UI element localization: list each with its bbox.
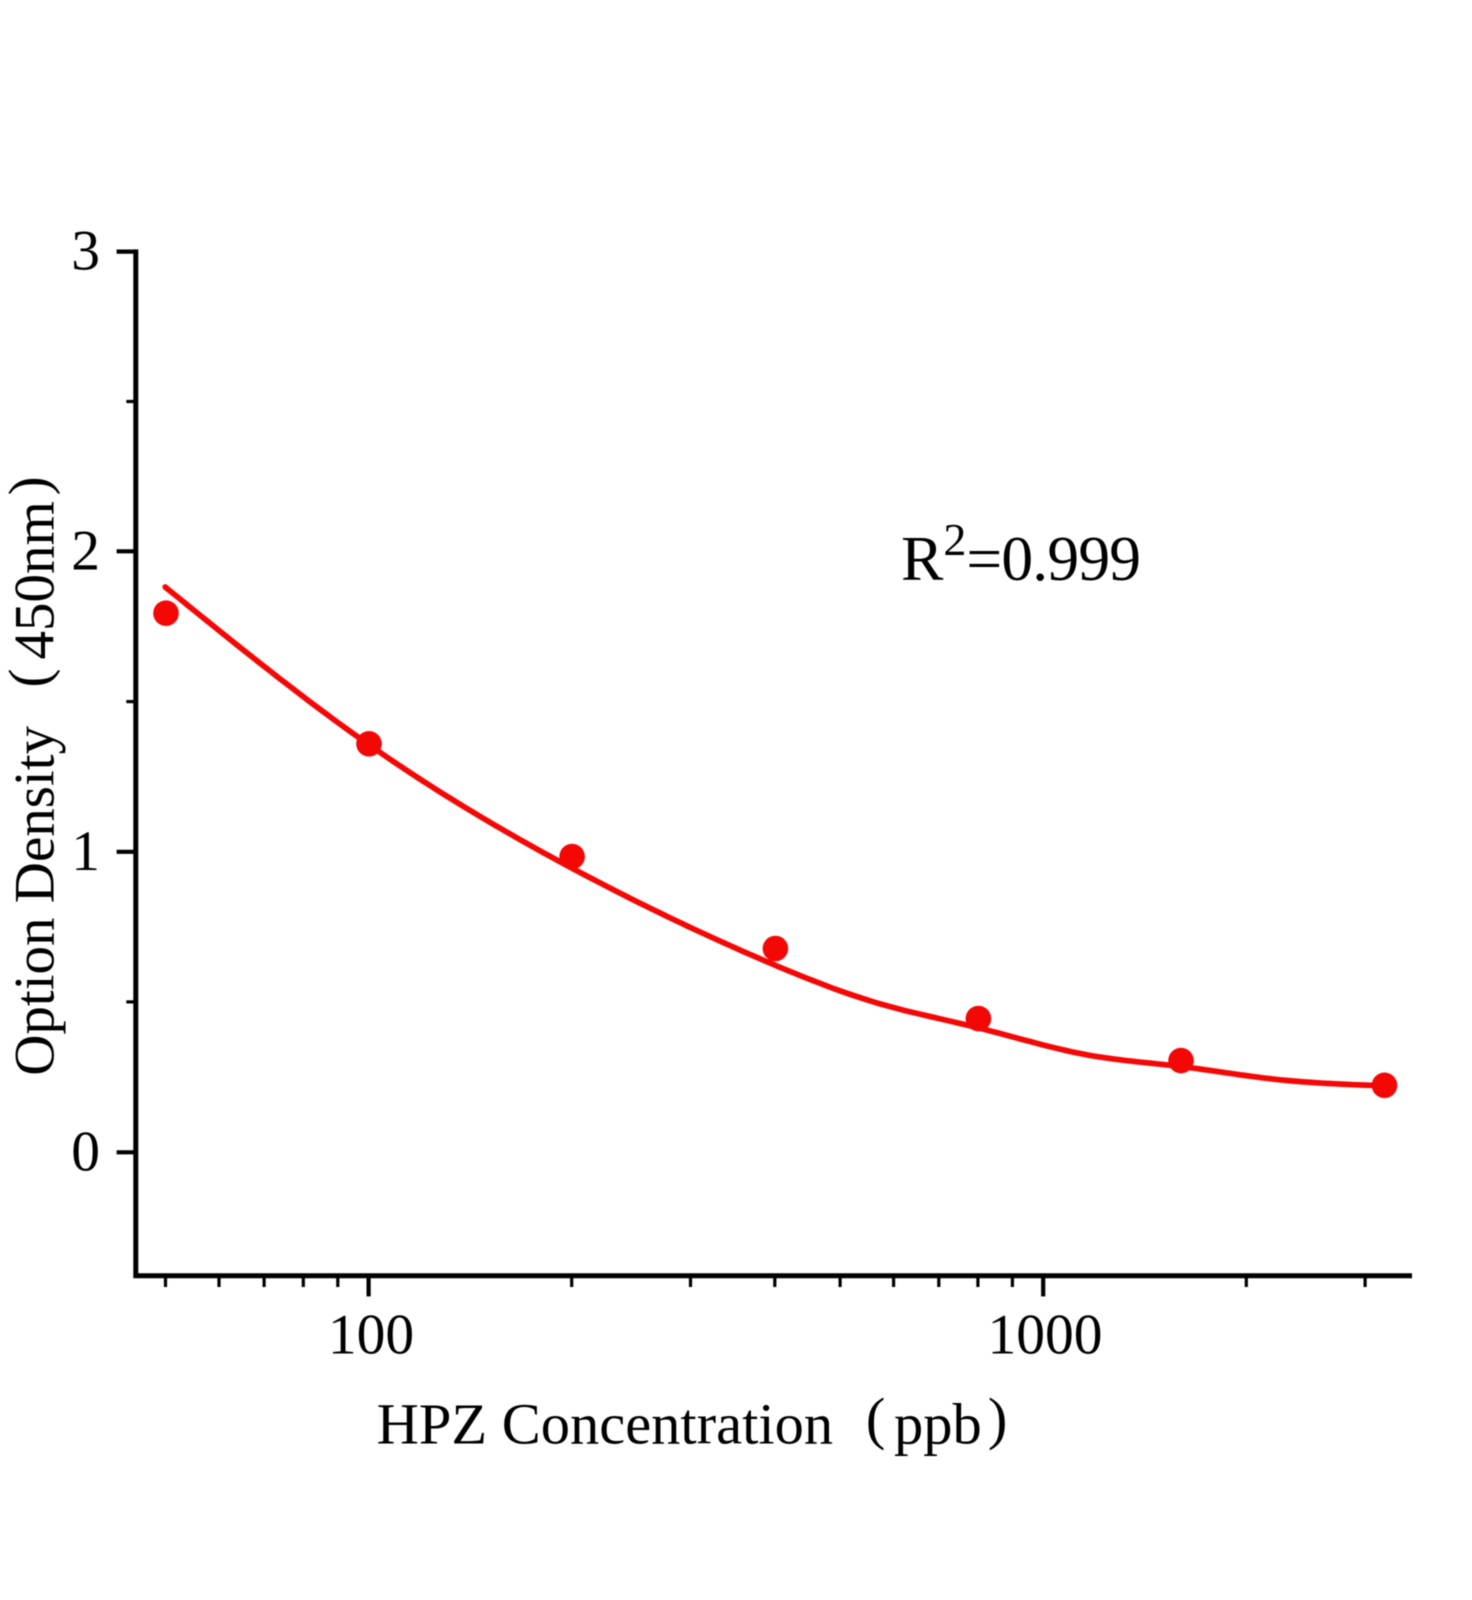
- svg-text:100: 100: [328, 1304, 414, 1367]
- svg-text:0: 0: [71, 1120, 100, 1183]
- svg-text:ppb: ppb: [894, 1392, 982, 1457]
- svg-text:1000: 1000: [988, 1304, 1103, 1367]
- svg-text:): ): [988, 1386, 1007, 1451]
- svg-text:2: 2: [71, 519, 100, 582]
- svg-text:HPZ Concentration: HPZ Concentration: [377, 1392, 834, 1457]
- svg-text:R2=0.999: R2=0.999: [901, 514, 1140, 594]
- svg-text:(: (: [866, 1386, 885, 1451]
- svg-text:1: 1: [71, 820, 100, 883]
- svg-text:): ): [0, 476, 61, 495]
- svg-text:(: (: [0, 669, 61, 688]
- svg-text:450nm: 450nm: [4, 501, 67, 659]
- svg-text:Option Density: Option Density: [4, 725, 67, 1075]
- svg-text:3: 3: [71, 220, 100, 283]
